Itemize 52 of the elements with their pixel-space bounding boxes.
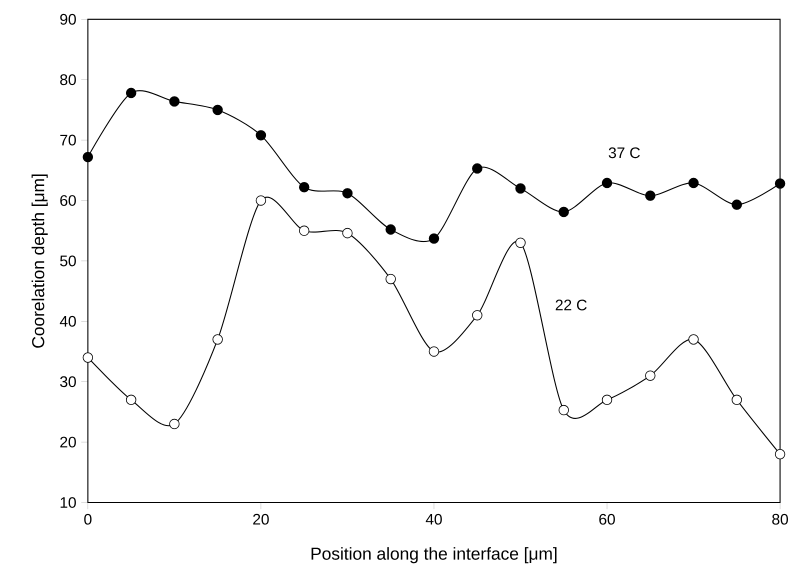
x-axis-title: Position along the interface [μm]: [312, 546, 556, 564]
y-tick-label: 80: [60, 74, 76, 85]
point: [256, 130, 266, 140]
point: [774, 448, 786, 460]
y-tick-label: 10: [60, 496, 76, 508]
point: [169, 418, 180, 429]
point: [428, 346, 440, 357]
point: [82, 152, 94, 162]
point: [428, 233, 440, 244]
point: [515, 237, 526, 248]
point: [82, 352, 94, 363]
series-label: 37 C: [608, 147, 640, 158]
point: [515, 183, 526, 194]
x-tick-label: 80: [772, 514, 788, 524]
point: [472, 163, 482, 174]
point: [169, 96, 180, 106]
y-tick-label: 70: [60, 134, 76, 146]
point: [602, 178, 612, 188]
point: [386, 224, 396, 235]
y-tick-label: 50: [60, 255, 76, 266]
series-label: 22 C: [556, 299, 587, 310]
y-axis-title: Coorelation depth [μm]: [32, 174, 48, 348]
point: [732, 394, 742, 405]
y-tick-label: 40: [60, 316, 76, 327]
y-tick-label: 90: [60, 14, 76, 25]
point: [342, 188, 353, 198]
point: [645, 370, 656, 381]
y-tick-label: 30: [60, 376, 76, 387]
point: [256, 195, 266, 206]
point: [688, 178, 699, 188]
x-tick-label: 20: [253, 514, 269, 524]
point: [386, 274, 396, 284]
point: [126, 88, 136, 98]
point: [688, 334, 699, 344]
point: [342, 228, 353, 238]
point: [126, 394, 136, 405]
point: [602, 394, 612, 405]
point: [298, 225, 310, 236]
point: [298, 182, 310, 192]
y-tick-label: 60: [60, 194, 76, 206]
point: [774, 178, 786, 189]
point: [212, 104, 223, 115]
x-tick-label: 60: [599, 514, 615, 524]
x-tick-label: 40: [426, 514, 442, 524]
x-tick-label: 0: [84, 514, 92, 524]
point: [472, 310, 482, 320]
point: [558, 206, 569, 217]
point: [212, 334, 223, 344]
point: [558, 404, 569, 416]
point: [645, 190, 656, 201]
point: [732, 199, 742, 210]
y-tick-label: 20: [60, 436, 76, 448]
